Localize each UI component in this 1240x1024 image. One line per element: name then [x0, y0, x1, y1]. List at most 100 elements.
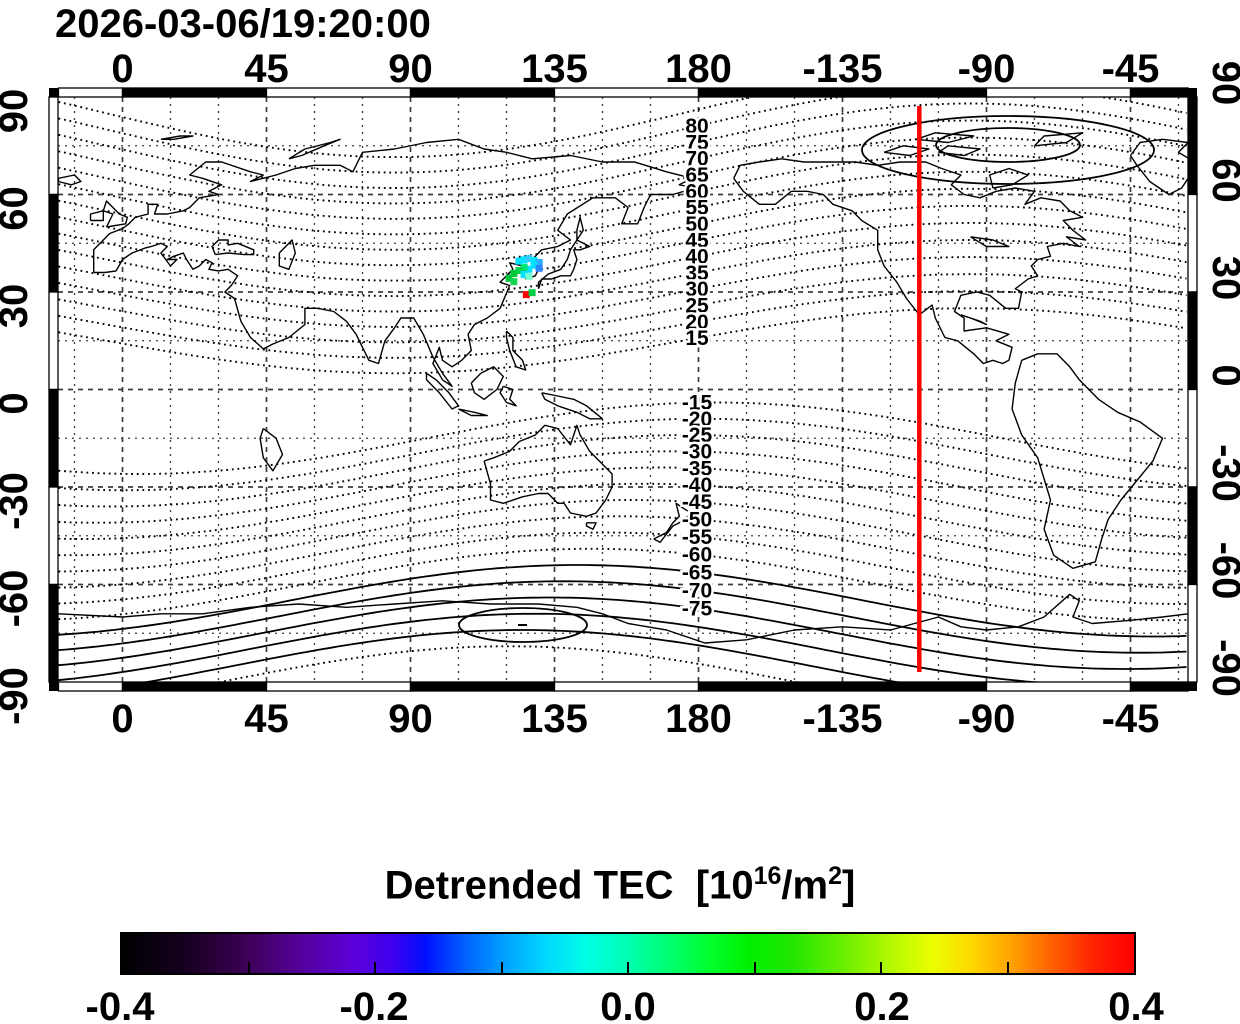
border-segment-right — [1187, 486, 1198, 586]
contour-label: 55 — [685, 197, 709, 220]
tec-point — [510, 269, 518, 277]
coastline-path — [733, 158, 1087, 365]
colorbar-title-exp16: 16 — [753, 862, 782, 890]
border-segment-bottom — [121, 681, 268, 692]
south-pole-oval-inner — [458, 607, 588, 643]
lon-tick-label-bottom: 45 — [244, 697, 289, 741]
contour-line — [58, 170, 1187, 251]
coastline-path — [259, 427, 284, 472]
world-map-plot: 8075706560555045403530252015-15-20-25-30… — [0, 47, 1240, 741]
contour-line — [58, 596, 1187, 670]
colorbar-tick-label: 0.4 — [1108, 985, 1164, 1024]
coastline-path — [483, 424, 613, 517]
plot-datetime-title: 2026-03-06/19:20:00 — [55, 2, 431, 46]
lat-tick-label-left: 90 — [0, 89, 36, 134]
border-segment-right — [1187, 193, 1198, 293]
contour-line — [58, 417, 1187, 492]
contour-label: -75 — [682, 598, 713, 621]
coastline-path — [288, 138, 341, 160]
contour-label: 50 — [685, 213, 708, 236]
contour-label: 20 — [685, 311, 708, 334]
coastline-path — [653, 502, 693, 543]
coastline-path — [1033, 132, 1084, 147]
coastline-path — [102, 200, 128, 228]
coastline-path — [989, 167, 1029, 189]
border-segment-left — [48, 486, 59, 586]
contour-label: 65 — [685, 164, 709, 187]
north-pole-oval-outer — [861, 115, 1155, 185]
lon-tick-label-top: 45 — [244, 47, 289, 91]
lon-tick-label-bottom: -90 — [958, 697, 1016, 741]
tec-point — [520, 270, 528, 278]
contour-line — [58, 273, 1187, 344]
border-segment-right — [1187, 583, 1198, 683]
border-segment-bottom — [553, 681, 700, 692]
lat-tick-label-right: -30 — [1204, 444, 1240, 502]
contour-label: 40 — [685, 246, 708, 269]
coastline-path — [970, 236, 1010, 248]
tec-point — [530, 261, 538, 269]
border-segment-bottom — [697, 681, 988, 692]
contour-line — [58, 612, 1187, 682]
colorbar-tick-label: 0.2 — [854, 985, 910, 1024]
contour-label: 70 — [685, 148, 708, 171]
border-corner-block — [49, 682, 58, 691]
contour-label: 30 — [685, 278, 708, 301]
coastline-path — [93, 138, 696, 387]
coastline-path — [541, 392, 604, 420]
colorbar-title-exp2: 2 — [828, 862, 843, 890]
lat-tick-label-right: -90 — [1204, 639, 1240, 697]
colorbar-tick-label: -0.2 — [339, 985, 409, 1024]
coastline-path — [576, 216, 584, 241]
contour-label: -30 — [682, 441, 712, 464]
colorbar-minor-tick — [753, 962, 756, 973]
coastline-path — [883, 145, 930, 157]
border-corner-block — [1188, 682, 1197, 691]
lon-tick-label-top: 0 — [111, 47, 133, 91]
colorbar-title-bracket: ] — [842, 863, 856, 908]
contour-line — [58, 466, 1187, 540]
contour-label: -55 — [682, 526, 713, 549]
lon-tick-label-top: -135 — [802, 47, 882, 91]
contour-line — [58, 136, 1187, 220]
contour-label: 60 — [685, 180, 708, 203]
coastline-path — [278, 239, 296, 270]
lat-tick-label-left: 30 — [0, 284, 36, 329]
lat-tick-label-right: -60 — [1204, 542, 1240, 600]
contour-line — [58, 221, 1187, 298]
lat-tick-label-left: -30 — [0, 472, 36, 530]
contour-line — [58, 102, 1187, 189]
contour-line — [58, 515, 1187, 589]
contour-label: -20 — [682, 408, 712, 431]
border-segment-bottom — [1129, 681, 1189, 692]
tec-point — [535, 258, 543, 266]
contour-line — [58, 307, 1187, 375]
border-corner-block — [1188, 88, 1197, 97]
contour-label: -50 — [682, 509, 712, 532]
coastline-path — [537, 239, 591, 290]
tec-point — [525, 265, 533, 273]
colorbar-title: Detrended TEC [1016/m2] — [0, 862, 1240, 908]
lat-tick-label-left: -60 — [0, 570, 36, 628]
border-segment-left — [48, 583, 59, 683]
coastline-path — [58, 593, 1188, 644]
colorbar-minor-tick — [500, 962, 503, 973]
lon-tick-label-bottom: 0 — [111, 697, 133, 741]
tec-point — [522, 291, 530, 299]
coastline-path — [211, 239, 255, 256]
contour-line — [58, 119, 1187, 205]
contour-line — [215, 645, 802, 682]
contour-label: -70 — [682, 579, 712, 602]
tec-point — [530, 256, 538, 264]
contour-line — [58, 97, 1187, 159]
coastline-path — [160, 135, 194, 140]
contour-line — [58, 239, 1187, 313]
contour-label: -65 — [682, 561, 713, 584]
coastline-path — [499, 385, 517, 407]
tec-point — [505, 274, 513, 282]
colorbar-tick-label: 0.0 — [600, 985, 656, 1024]
border-segment-right — [1187, 388, 1198, 488]
colorbar-tick-label: -0.4 — [85, 985, 155, 1024]
tec-point — [515, 257, 523, 265]
contour-label: 35 — [685, 262, 709, 285]
